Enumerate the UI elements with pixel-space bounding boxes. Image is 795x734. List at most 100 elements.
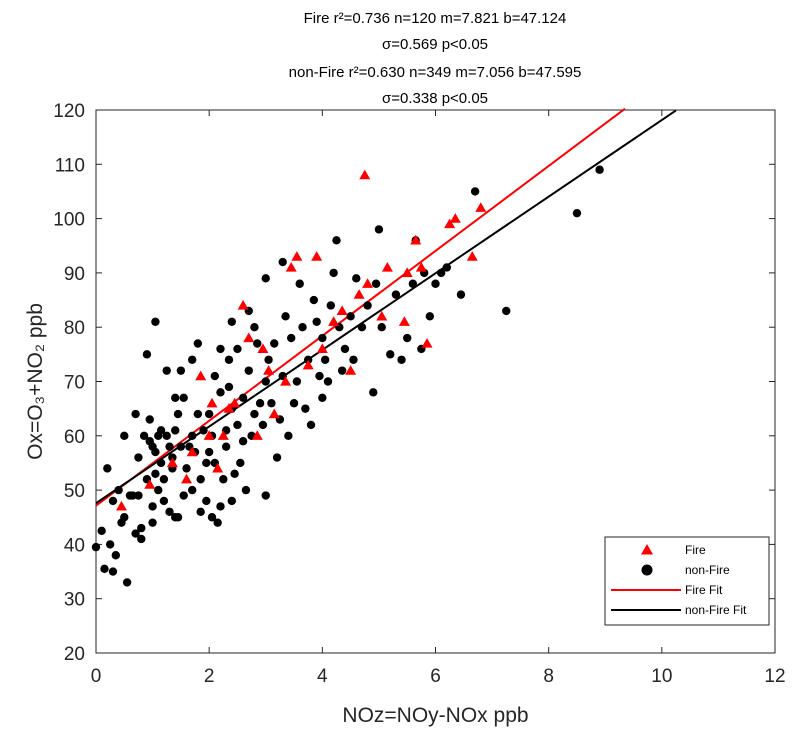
non-fire-point [337, 366, 347, 375]
non-fire-point [301, 404, 310, 413]
non-fire-point [159, 496, 169, 506]
y-tick-label: 90 [64, 264, 85, 285]
fire-point [475, 202, 487, 212]
non-fire-point [264, 355, 273, 364]
non-fire-point [340, 344, 350, 354]
non-fire-point [111, 551, 121, 560]
non-fire-point [171, 426, 180, 435]
non-fire-point [312, 317, 321, 326]
non-fire-point [193, 409, 203, 419]
non-fire-point [298, 323, 307, 332]
fire-point [328, 316, 340, 326]
fire-point [195, 370, 207, 381]
non-fire-point [196, 475, 205, 484]
non-fire-point [236, 458, 245, 468]
non-fire-point [204, 409, 214, 419]
fire-point [268, 408, 280, 419]
non-fire-point [272, 453, 282, 462]
non-fire-point [91, 542, 101, 552]
legend-label: non-Fire Fit [685, 603, 747, 617]
non-fire-point [216, 502, 225, 511]
non-fire-point [377, 323, 386, 332]
non-fire-point [281, 312, 290, 321]
fire-point [398, 316, 410, 326]
non-fire-point [137, 523, 146, 533]
non-fire-point [182, 464, 191, 473]
non-fire-point [202, 458, 211, 468]
non-fire-point [131, 409, 140, 419]
non-fire-point [204, 447, 214, 457]
non-fire-point [179, 393, 188, 402]
x-tick-label: 6 [430, 666, 441, 687]
non-fire-point [193, 339, 203, 348]
non-fire-point [250, 409, 259, 419]
fire-point [444, 218, 456, 229]
non-fire-point [287, 333, 296, 343]
non-fire-point [171, 393, 180, 402]
non-fire-point [374, 225, 384, 234]
x-tick-label: 12 [764, 666, 785, 687]
non-fire-point [145, 415, 154, 424]
non-fire-point [162, 366, 171, 375]
non-fire-point [156, 426, 166, 435]
non-fire-point [241, 485, 251, 495]
fire-point [206, 397, 218, 408]
non-fire-point [403, 333, 412, 343]
non-fire-point [386, 350, 395, 359]
non-fire-point [137, 534, 146, 544]
non-fire-point [595, 165, 604, 174]
fire-point [381, 261, 393, 272]
non-fire-point [456, 290, 466, 299]
fire-point [311, 251, 323, 261]
non-fire-point [315, 371, 324, 381]
y-axis-label: Ox=O₃+NO₂ ppb [24, 303, 47, 460]
fire-point [359, 169, 371, 180]
non-fire-point [230, 469, 239, 479]
fire-point [115, 500, 127, 511]
fire-point [181, 473, 193, 484]
legend-label: Fire [685, 543, 706, 557]
non-fire-point [151, 317, 160, 326]
non-fire-point [255, 399, 265, 408]
non-fire-point [227, 496, 236, 506]
non-fire-point [295, 279, 304, 288]
non-fire-point [502, 306, 511, 316]
fire-point [362, 278, 374, 288]
non-fire-point [267, 399, 276, 408]
y-tick-label: 60 [64, 427, 85, 448]
non-fire-point [97, 526, 106, 536]
legend-fire-marker [641, 544, 653, 555]
non-fire-point [120, 431, 129, 440]
non-fire-point [318, 333, 327, 343]
non-fire-point [349, 355, 358, 364]
non-fire-point [224, 382, 234, 392]
fire-point [345, 365, 357, 375]
non-fire-point [202, 496, 211, 506]
non-fire-point [253, 339, 262, 348]
fire-point [415, 261, 427, 272]
x-tick-label: 10 [651, 666, 672, 687]
non-fire-point [284, 431, 293, 440]
fire-point [410, 234, 422, 245]
legend-label: non-Fire [685, 563, 730, 577]
y-tick-label: 30 [64, 590, 85, 611]
non-fire-point [238, 437, 248, 446]
non-fire-point [148, 518, 157, 527]
non-fire-point [176, 366, 186, 375]
non-fire-point [470, 187, 480, 196]
x-axis-label: NOz=NOy-NOx ppb [342, 704, 528, 727]
data-points [91, 165, 604, 587]
non-fire-point [408, 279, 418, 288]
non-fire-point [120, 513, 129, 522]
non-fire-point [352, 274, 361, 283]
non-fire-point [219, 475, 228, 484]
non-fire-point [357, 323, 367, 332]
non-fire-point [436, 268, 446, 278]
non-fire-point [371, 279, 381, 288]
y-tick-label: 50 [64, 481, 85, 502]
y-tick-label: 20 [64, 644, 85, 665]
fire-point [376, 310, 388, 321]
non-fire-point [139, 431, 149, 440]
